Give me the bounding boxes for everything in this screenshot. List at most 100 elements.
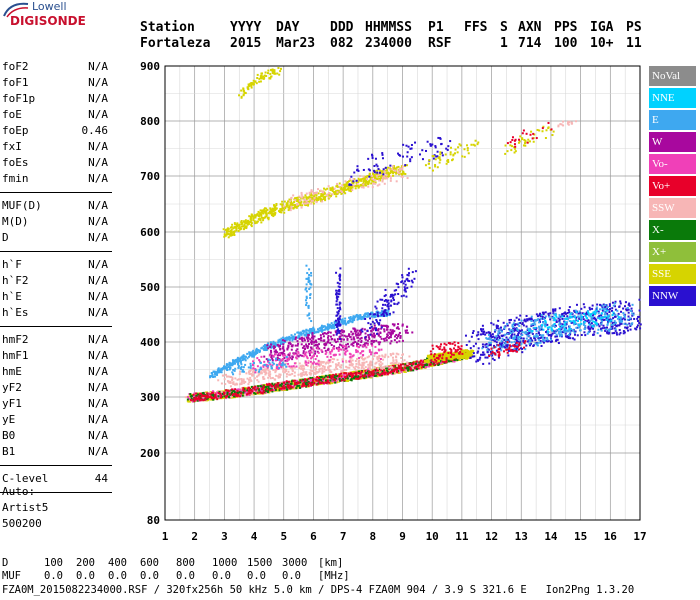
- echo-point: [443, 350, 446, 353]
- echo-point: [353, 375, 356, 378]
- echo-point: [383, 366, 386, 369]
- echo-point: [343, 334, 346, 337]
- echo-point: [316, 376, 319, 379]
- echo-point: [240, 382, 243, 385]
- echo-point: [239, 394, 242, 397]
- echo-point: [228, 375, 231, 378]
- echo-point: [281, 386, 284, 389]
- echo-point: [223, 393, 226, 396]
- echo-point: [191, 400, 194, 403]
- echo-point: [340, 319, 343, 322]
- echo-point: [355, 377, 358, 380]
- echo-point: [265, 358, 268, 361]
- header-value-8: 100: [554, 36, 578, 51]
- echo-point: [372, 373, 375, 376]
- echo-point: [229, 395, 232, 398]
- param-name: yE: [2, 413, 16, 426]
- echo-point: [386, 373, 389, 376]
- echo-point: [288, 354, 291, 357]
- echo-point: [357, 334, 360, 337]
- echo-point: [364, 366, 367, 369]
- echo-point: [402, 363, 405, 366]
- echo-point: [389, 370, 392, 373]
- echo-point: [298, 367, 301, 370]
- echo-point: [315, 371, 318, 374]
- echo-point: [380, 337, 383, 340]
- echo-point: [324, 376, 327, 379]
- echo-point: [356, 342, 359, 345]
- echo-point: [360, 339, 363, 342]
- echo-point: [327, 359, 330, 362]
- echo-point: [310, 384, 313, 387]
- echo-point: [325, 361, 328, 364]
- param-name: M(D): [2, 215, 29, 228]
- echo-point: [281, 351, 284, 354]
- echo-point: [248, 372, 251, 375]
- echo-point: [274, 371, 277, 374]
- echo-point: [422, 364, 425, 367]
- echo-point: [377, 341, 380, 344]
- echo-point: [406, 364, 409, 367]
- echo-point: [232, 382, 235, 385]
- echo-point: [259, 371, 262, 374]
- echo-point: [353, 372, 356, 375]
- echo-point: [321, 381, 324, 384]
- echo-point: [354, 332, 357, 335]
- echo-point: [236, 393, 239, 396]
- echo-point: [219, 396, 222, 399]
- echo-point: [404, 331, 407, 334]
- echo-point: [353, 377, 356, 380]
- echo-point: [301, 380, 304, 383]
- echo-point: [343, 373, 346, 376]
- echo-point: [355, 334, 358, 337]
- echo-point: [344, 320, 347, 323]
- auto-program: Artist5: [2, 501, 49, 514]
- echo-point: [235, 394, 238, 397]
- echo-point: [311, 382, 314, 385]
- echo-point: [306, 364, 309, 367]
- echo-point: [307, 377, 310, 380]
- echo-point: [391, 329, 394, 332]
- echo-point: [433, 358, 436, 361]
- echo-point: [262, 385, 265, 388]
- echo-point: [290, 345, 293, 348]
- echo-point: [401, 324, 404, 327]
- echo-point: [309, 338, 312, 341]
- echo-point: [278, 340, 281, 343]
- echo-point: [293, 333, 296, 336]
- echo-point: [263, 390, 266, 393]
- echo-point: [251, 392, 254, 395]
- echo-point: [367, 336, 370, 339]
- echo-point: [357, 339, 360, 342]
- echo-point: [309, 351, 312, 354]
- echo-point: [379, 335, 382, 338]
- echo-point: [239, 383, 242, 386]
- echo-point: [441, 360, 444, 363]
- echo-point: [257, 385, 260, 388]
- echo-point: [302, 371, 305, 374]
- echo-point: [254, 370, 257, 373]
- echo-point: [426, 354, 430, 358]
- echo-point: [219, 371, 222, 374]
- header-value-4: 234000: [365, 36, 412, 51]
- echo-point: [387, 355, 390, 358]
- echo-point: [238, 360, 241, 363]
- echo-point: [252, 349, 255, 352]
- echo-point: [258, 359, 261, 362]
- echo-point: [287, 380, 290, 383]
- echo-point: [236, 356, 239, 359]
- echo-point: [302, 355, 305, 358]
- echo-point: [365, 371, 368, 374]
- echo-point: [431, 344, 434, 347]
- echo-point: [316, 344, 319, 347]
- echo-point: [399, 363, 402, 366]
- echo-point: [314, 368, 317, 371]
- echo-point: [298, 384, 301, 387]
- echo-point: [336, 368, 339, 371]
- echo-point: [376, 355, 379, 358]
- echo-point: [386, 335, 389, 338]
- echo-point: [269, 383, 272, 386]
- echo-point: [351, 359, 354, 362]
- echo-point: [238, 373, 241, 376]
- echo-point: [272, 369, 275, 372]
